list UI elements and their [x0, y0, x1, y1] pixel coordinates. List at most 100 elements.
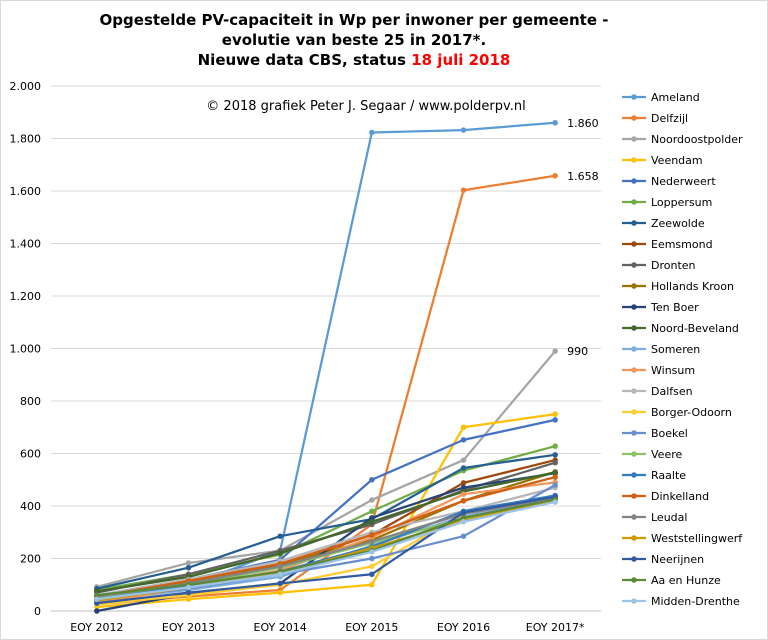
- legend-item-hollands-kroon: Hollands Kroon: [622, 280, 734, 293]
- data-point: [369, 515, 375, 521]
- legend-label: Noord-Beveland: [651, 322, 739, 335]
- x-tick-label: EOY 2016: [437, 621, 490, 634]
- legend-label: Borger-Odoorn: [651, 406, 732, 419]
- legend-swatch-marker: [631, 220, 637, 226]
- data-point: [369, 129, 375, 136]
- data-point: [185, 584, 192, 591]
- data-point: [552, 474, 558, 480]
- legend-label: Loppersum: [651, 196, 712, 209]
- x-tick-label: EOY 2017*: [526, 621, 585, 634]
- title-line-3: Nieuwe data CBS, status 18 juli 2018: [198, 51, 511, 69]
- data-label: 1.658: [567, 170, 599, 183]
- data-point: [552, 120, 558, 126]
- plot-series: [94, 120, 558, 614]
- data-label: 990: [567, 345, 588, 358]
- legend-label: Midden-Drenthe: [651, 595, 740, 608]
- data-point: [552, 348, 558, 354]
- title-status-text: Nieuwe data CBS, status: [198, 51, 406, 69]
- legend: Ameland Delfzijl Noordoostpolder Veendam Ned…: [622, 91, 743, 608]
- y-tick-label: 1.800: [10, 133, 42, 146]
- series-line: [95, 486, 557, 597]
- legend-item-ten-boer: Ten Boer: [622, 301, 699, 314]
- data-point: [552, 417, 558, 423]
- y-tick-label: 0: [34, 605, 41, 618]
- y-tick-label: 800: [20, 395, 41, 408]
- data-point: [369, 519, 375, 525]
- data-point: [369, 538, 375, 545]
- legend-item-delfzijl: Delfzijl: [622, 112, 688, 125]
- data-point: [94, 596, 100, 602]
- legend-label: Nederweert: [651, 175, 716, 188]
- y-tick-label: 600: [20, 448, 41, 461]
- data-point: [460, 457, 467, 463]
- legend-item-noordoostpolder: Noordoostpolder: [622, 133, 743, 146]
- legend-label: Someren: [651, 343, 700, 356]
- series-line: [95, 495, 557, 605]
- legend-swatch-marker: [631, 157, 637, 163]
- legend-swatch-marker: [631, 388, 637, 394]
- legend-item-raalte: Raalte: [622, 469, 686, 482]
- legend-item-borger-odoorn: Borger-Odoorn: [622, 406, 732, 419]
- legend-swatch-marker: [631, 115, 637, 121]
- data-point: [185, 560, 192, 566]
- legend-swatch-marker: [631, 430, 637, 436]
- legend-label: Ameland: [651, 91, 700, 104]
- legend-swatch-marker: [631, 199, 637, 205]
- legend-swatch-marker: [631, 367, 637, 373]
- data-point: [552, 459, 558, 466]
- legend-item-dronten: Dronten: [622, 259, 696, 272]
- legend-item-boekel: Boekel: [622, 427, 688, 440]
- data-point: [369, 477, 375, 483]
- data-point: [185, 589, 192, 596]
- data-point: [94, 592, 100, 598]
- legend-item-someren: Someren: [622, 343, 700, 356]
- y-tick-label: 2.000: [10, 80, 42, 93]
- legend-label: Dronten: [651, 259, 696, 272]
- y-tick-label: 1.400: [10, 238, 42, 251]
- legend-item-neerijnen: Neerijnen: [622, 553, 704, 566]
- series-midden-drenthe: [94, 499, 558, 602]
- data-point: [460, 519, 467, 525]
- data-point: [185, 564, 192, 571]
- data-point: [460, 491, 467, 497]
- legend-swatch-marker: [631, 304, 637, 310]
- title-status-date: 18 juli 2018: [411, 51, 510, 69]
- data-point: [94, 600, 100, 606]
- data-point: [552, 469, 558, 476]
- data-point: [94, 608, 100, 614]
- data-point: [552, 452, 558, 458]
- y-tick-label: 400: [20, 500, 41, 513]
- legend-item-ameland: Ameland: [622, 91, 700, 104]
- legend-item-eemsmond: Eemsmond: [622, 238, 713, 251]
- legend-item-dalfsen: Dalfsen: [622, 385, 693, 398]
- legend-label: Weststellingwerf: [651, 532, 743, 545]
- data-point: [369, 582, 375, 588]
- data-point: [460, 498, 467, 504]
- legend-label: Veere: [651, 448, 682, 461]
- title-line-1: Opgestelde PV-capaciteit in Wp per inwon…: [100, 11, 609, 29]
- data-point: [369, 497, 375, 503]
- data-point: [460, 437, 467, 443]
- x-tick-label: EOY 2014: [254, 621, 307, 634]
- legend-label: Noordoostpolder: [651, 133, 743, 146]
- legend-label: Winsum: [651, 364, 695, 377]
- x-axis-labels: EOY 2012 EOY 2013 EOY 2014 EOY 2015 EOY 2016…: [70, 621, 585, 634]
- data-point: [369, 549, 375, 555]
- legend-swatch-marker: [631, 178, 637, 184]
- data-point: [460, 533, 467, 539]
- legend-swatch-marker: [631, 262, 637, 268]
- legend-swatch-marker: [631, 493, 637, 499]
- legend-swatch-marker: [631, 514, 637, 520]
- series-line: [95, 471, 557, 593]
- y-axis-labels: 0 200 400 600 800 1.000 1.200 1.400 1.600 1.800 2.…: [10, 80, 42, 618]
- y-tick-label: 1.600: [10, 185, 42, 198]
- chart-title: Opgestelde PV-capaciteit in Wp per inwon…: [100, 11, 609, 69]
- data-point: [277, 563, 283, 570]
- legend-swatch-marker: [631, 535, 637, 541]
- series-line: [95, 500, 557, 601]
- legend-swatch-marker: [631, 94, 637, 100]
- x-tick-label: EOY 2012: [70, 621, 123, 634]
- data-point: [460, 187, 467, 193]
